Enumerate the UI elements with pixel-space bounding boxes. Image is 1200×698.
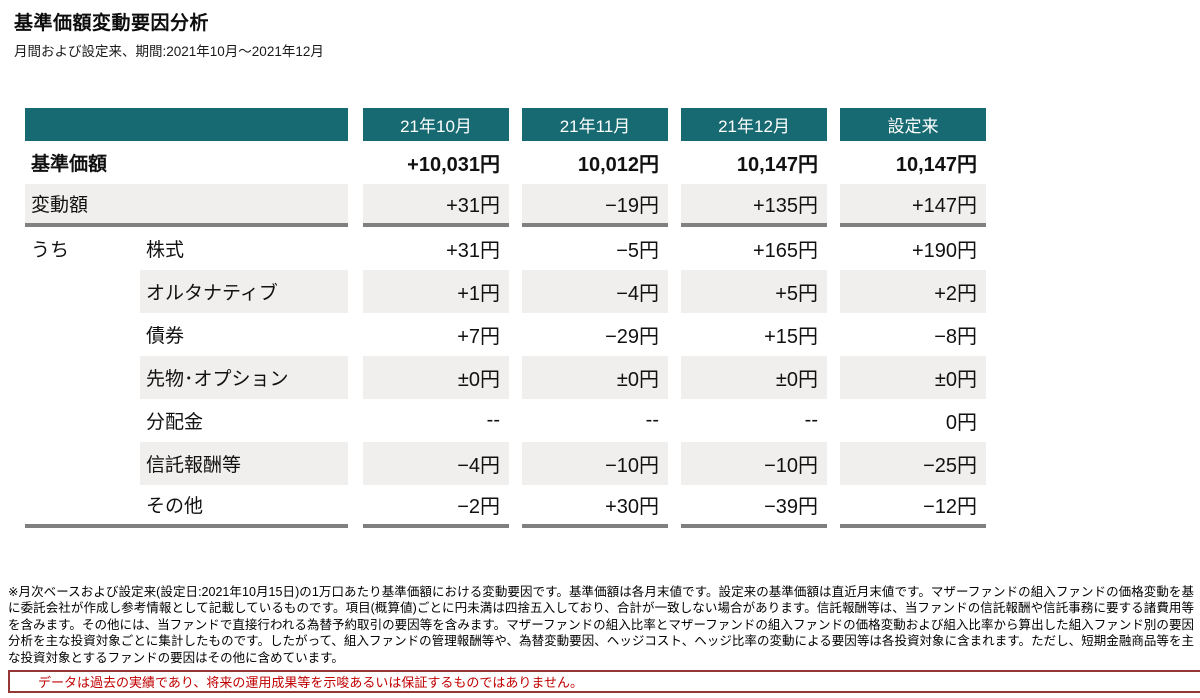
row-label-area: 基準価額 — [25, 141, 348, 184]
value-cell: −25円 — [840, 442, 986, 485]
table-row: 先物･オプション ±0円 ±0円 ±0円 ±0円 — [25, 356, 986, 399]
row-group-label — [25, 399, 140, 442]
table-row: オルタナティブ +1円 −4円 +5円 +2円 — [25, 270, 986, 313]
row-label: その他 — [146, 496, 204, 517]
value-cell: −8円 — [934, 326, 977, 348]
page-subtitle: 月間および設定来、期間:2021年10月～2021年12月 — [14, 44, 324, 59]
value-cell: −4円 — [363, 442, 509, 485]
value-cell: +165円 — [752, 240, 818, 262]
table-row: その他 −2円 +30円 −39円 −12円 — [25, 485, 986, 528]
value-cell: −39円 — [681, 485, 827, 528]
value-cell: +31円 — [446, 240, 500, 262]
row-group-label — [25, 442, 140, 485]
value-cell: ±0円 — [522, 356, 668, 399]
row-label: 分配金 — [146, 412, 204, 433]
value-cell: +147円 — [840, 184, 986, 227]
column-header: 21年12月 — [681, 108, 827, 141]
row-label-area: うち 株式 — [25, 227, 348, 270]
value-cell: +1円 — [363, 270, 509, 313]
value-cell: −10円 — [522, 442, 668, 485]
row-group-label — [25, 313, 140, 356]
table-row: 基準価額 +10,031円 10,012円 10,147円 10,147円 — [25, 141, 985, 184]
value-cell: −12円 — [840, 485, 986, 528]
row-label: 基準価額 — [31, 154, 108, 175]
row-label: 変動額 — [31, 195, 89, 216]
table-header-row: 21年10月 21年11月 21年12月 設定来 — [25, 108, 986, 141]
value-cell: 0円 — [945, 412, 977, 434]
value-cell: −10円 — [681, 442, 827, 485]
value-cell: +10,031円 — [407, 154, 500, 176]
footnote-text: ※月次ベースおよび設定来(設定日:2021年10月15日)の1万口あたり基準価額… — [8, 585, 1194, 665]
value-cell: −5円 — [616, 240, 659, 262]
value-cell: −4円 — [522, 270, 668, 313]
row-label-area: 分配金 — [25, 399, 348, 442]
row-label: オルタナティブ — [140, 270, 348, 313]
column-header: 21年11月 — [522, 108, 668, 141]
value-cell: 10,012円 — [577, 154, 659, 176]
value-cell: +5円 — [681, 270, 827, 313]
header-spacer-cell — [25, 108, 348, 141]
value-cell: 10,147円 — [736, 154, 818, 176]
value-cell: -- — [645, 409, 659, 431]
value-cell: +135円 — [681, 184, 827, 227]
value-cell: -- — [486, 409, 500, 431]
table-row: 信託報酬等 −4円 −10円 −10円 −25円 — [25, 442, 986, 485]
row-label: 債券 — [146, 326, 185, 347]
value-cell: ±0円 — [363, 356, 509, 399]
row-label-area: 変動額 — [25, 184, 348, 227]
row-group-label: うち — [31, 240, 70, 261]
value-cell: −19円 — [522, 184, 668, 227]
value-cell: +2円 — [840, 270, 986, 313]
row-label: 信託報酬等 — [140, 442, 348, 485]
value-cell: -- — [804, 409, 818, 431]
row-label-area: その他 — [25, 485, 348, 528]
row-group-label — [25, 270, 140, 313]
row-label: 株式 — [146, 240, 185, 261]
value-cell: 10,147円 — [895, 154, 977, 176]
column-header: 設定来 — [840, 108, 986, 141]
table-row: 分配金 -- -- -- 0円 — [25, 399, 985, 442]
value-cell: +15円 — [764, 326, 818, 348]
value-cell: +30円 — [522, 485, 668, 528]
column-header: 21年10月 — [363, 108, 509, 141]
row-label-area: オルタナティブ — [25, 270, 348, 313]
table-row: 債券 +7円 −29円 +15円 −8円 — [25, 313, 985, 356]
row-group-label — [25, 356, 140, 399]
value-cell: −29円 — [605, 326, 659, 348]
value-cell: +7円 — [457, 326, 500, 348]
value-cell: +31円 — [363, 184, 509, 227]
value-cell: ±0円 — [681, 356, 827, 399]
page-title: 基準価額変動要因分析 — [14, 13, 210, 34]
value-cell: +190円 — [911, 240, 977, 262]
table-row: 変動額 +31円 −19円 +135円 +147円 — [25, 184, 986, 227]
value-cell: ±0円 — [840, 356, 986, 399]
row-group-label — [25, 485, 140, 524]
row-label: 先物･オプション — [140, 356, 348, 399]
table-row: うち 株式 +31円 −5円 +165円 +190円 — [25, 227, 985, 270]
row-label-area: 信託報酬等 — [25, 442, 348, 485]
factor-analysis-table: 21年10月 21年11月 21年12月 設定来基準価額 +10,031円 10,012円… — [25, 108, 986, 528]
row-label-area: 先物･オプション — [25, 356, 348, 399]
value-cell: −2円 — [363, 485, 509, 528]
disclaimer-text: データは過去の実績であり、将来の運用成果等を示唆あるいは保証するものではありませ… — [38, 675, 583, 690]
row-label-area: 債券 — [25, 313, 348, 356]
